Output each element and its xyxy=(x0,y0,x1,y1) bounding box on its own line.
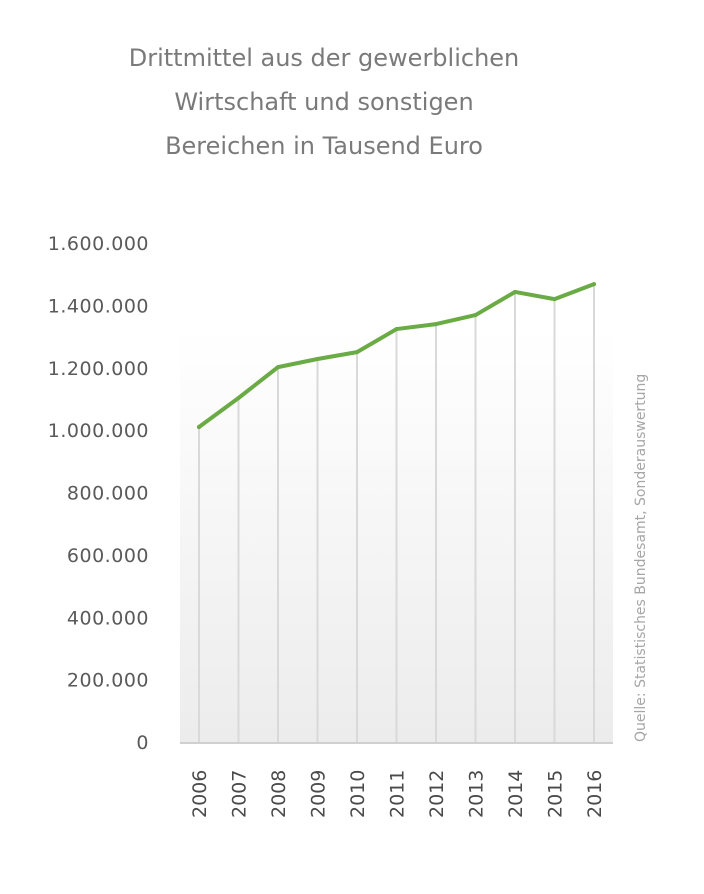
chart-title-line-1: Drittmittel aus der gewerblichen xyxy=(128,44,520,72)
chart-title-line-2: Wirtschaft und sonstigen xyxy=(174,88,474,116)
data-point-2014 xyxy=(513,289,517,294)
chart-title-line-3: Bereichen in Tausend Euro xyxy=(165,132,483,160)
data-point-2006 xyxy=(197,425,201,430)
x-tick-label: 2009 xyxy=(308,770,330,818)
chart-title: Drittmittel aus der gewerblichen Wirtsch… xyxy=(0,36,648,168)
source-note: Quelle: Statistisches Bundesamt, Sondera… xyxy=(633,374,649,742)
data-point-2013 xyxy=(473,313,478,318)
y-tick-label: 600.000 xyxy=(67,545,149,567)
data-point-2010 xyxy=(355,350,359,355)
x-tick-label: 2015 xyxy=(545,770,567,818)
data-point-2016 xyxy=(592,282,596,287)
y-tick-label: 1.200.000 xyxy=(48,358,149,380)
x-tick-label: 2013 xyxy=(466,770,488,818)
x-tick-label: 2011 xyxy=(387,770,409,818)
data-point-2012 xyxy=(434,322,438,327)
y-tick-label: 800.000 xyxy=(67,483,149,505)
y-tick-label: 1.000.000 xyxy=(48,420,149,442)
y-tick-label: 200.000 xyxy=(67,670,149,692)
data-point-2015 xyxy=(552,297,557,302)
x-tick-label: 2016 xyxy=(584,770,606,818)
data-point-2007 xyxy=(236,396,241,401)
y-axis-ticks: 0 200.000 400.000 600.000 800.000 1.000.000 1.… xyxy=(48,233,149,754)
data-point-2011 xyxy=(394,327,399,332)
gridlines xyxy=(198,284,595,742)
y-tick-label: 0 xyxy=(136,732,149,754)
series-group xyxy=(197,282,596,430)
x-tick-label: 2006 xyxy=(189,770,211,818)
x-tick-label: 2012 xyxy=(426,770,448,818)
y-tick-label: 1.600.000 xyxy=(48,233,149,255)
x-tick-label: 2008 xyxy=(268,770,290,818)
data-point-2008 xyxy=(276,365,280,370)
x-tick-label: 2007 xyxy=(229,770,251,818)
y-tick-label: 1.400.000 xyxy=(48,295,149,317)
data-point-2009 xyxy=(315,357,320,362)
x-tick-label: 2010 xyxy=(347,770,369,818)
x-axis-ticks: 2006 2007 2008 2009 2010 2011 2012 2013 2014 2015… xyxy=(189,770,606,818)
y-tick-label: 400.000 xyxy=(67,607,149,629)
x-tick-label: 2014 xyxy=(505,770,527,818)
